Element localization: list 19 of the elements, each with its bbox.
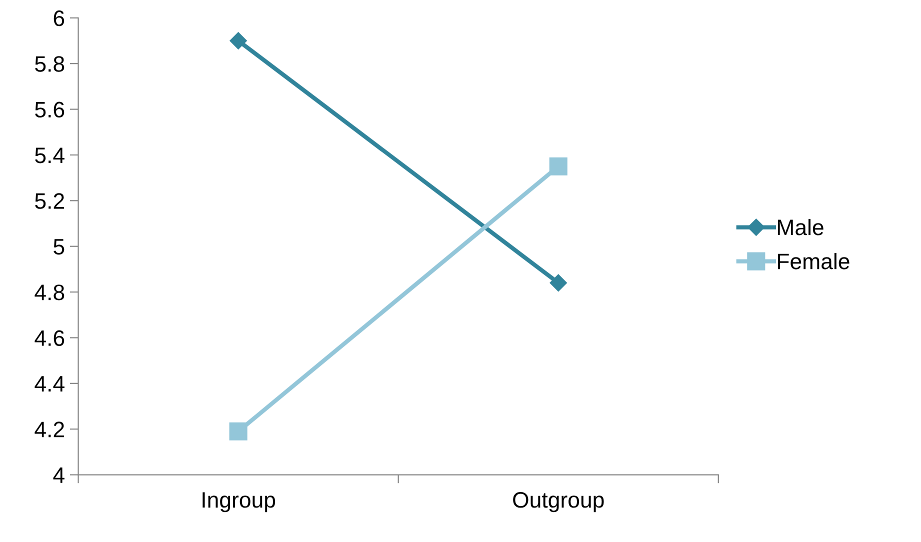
legend-label: Male: [778, 218, 824, 236]
y-tick-label: 5.2: [35, 193, 64, 209]
y-tick-label: 4.8: [34, 284, 64, 300]
y-tick-label: 4.4: [34, 376, 64, 392]
y-tick-label: 4.2: [34, 422, 64, 438]
point: [230, 32, 247, 50]
point: [550, 274, 567, 292]
point: [549, 157, 568, 176]
point: [229, 422, 248, 440]
y-tick-label: 4.6: [34, 330, 64, 346]
y-tick-label: 5.4: [35, 148, 64, 164]
x-tick-label: Outgroup: [513, 492, 604, 512]
x-tick-label: Ingroup: [202, 492, 276, 512]
y-tick-label: 5.6: [35, 102, 64, 118]
legend-label: Female: [778, 253, 850, 270]
y-tick-label: 6: [54, 10, 64, 26]
y-tick-label: 4: [53, 468, 64, 483]
y-tick-label: 5.8: [35, 56, 64, 72]
y-tick-label: 5: [54, 239, 64, 255]
